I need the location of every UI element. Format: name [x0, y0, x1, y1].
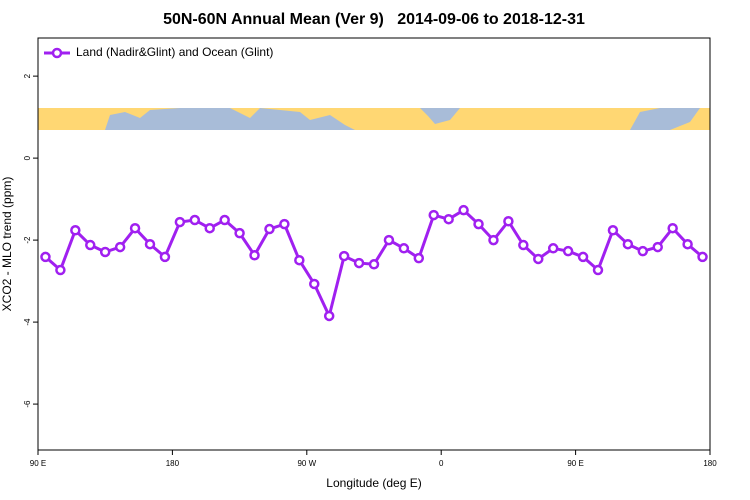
data-point [234, 227, 245, 239]
data-point [309, 278, 320, 290]
data-point [55, 264, 66, 276]
data-point [547, 243, 559, 254]
data-point [607, 225, 619, 236]
data-point [40, 251, 51, 263]
data-point [353, 257, 365, 269]
data-point [204, 222, 215, 234]
data-point [533, 253, 544, 265]
legend-label: Land (Nadir&Glint) and Ocean (Glint) [76, 45, 273, 59]
data-point [323, 310, 335, 322]
x-tick-label: 90 E [567, 459, 583, 468]
data-point [473, 218, 484, 230]
data-point [114, 241, 126, 253]
chart-title: 50N-60N Annual Mean (Ver 9) 2014-09-06 t… [163, 11, 585, 28]
data-point [70, 225, 81, 236]
data-point [219, 214, 230, 226]
data-point [338, 250, 350, 262]
data-point [443, 213, 454, 225]
data-point [413, 252, 425, 264]
data-point [159, 251, 171, 263]
data-point [294, 254, 305, 266]
data-point [577, 251, 589, 263]
y-tick-label: -6 [23, 400, 32, 408]
data-point [99, 246, 111, 258]
x-tick-label: 0 [439, 459, 444, 468]
data-point [667, 222, 678, 234]
data-point [562, 245, 574, 257]
data-point [144, 238, 156, 250]
data-point [368, 259, 380, 270]
y-tick-label: -2 [23, 236, 32, 244]
x-axis-label: Longitude (deg E) [326, 476, 421, 490]
data-point [174, 216, 186, 228]
data-point [652, 241, 663, 253]
x-tick-label: 90 W [297, 459, 316, 468]
x-tick-label: 180 [703, 459, 717, 468]
data-point [85, 239, 96, 251]
x-tick-label: 180 [166, 459, 180, 468]
legend-marker [51, 47, 63, 59]
data-point [592, 264, 604, 276]
y-tick-label: -4 [23, 318, 32, 326]
data-point [249, 250, 260, 261]
data-point [622, 238, 634, 250]
data-point [503, 215, 514, 227]
data-point [398, 243, 410, 254]
data-point [129, 222, 141, 234]
data-point [458, 204, 469, 216]
map-strip [38, 108, 710, 130]
data-point [279, 218, 290, 230]
data-point [518, 239, 529, 251]
plot-frame [37, 37, 711, 451]
data-point [428, 209, 439, 221]
data-point [383, 234, 395, 246]
data-point [264, 223, 275, 235]
data-point [189, 214, 201, 226]
x-tick-label: 90 E [30, 459, 46, 468]
data-point [682, 238, 693, 250]
data-point [488, 234, 499, 246]
y-tick-label: 0 [23, 155, 32, 160]
data-point [697, 251, 708, 263]
data-point [637, 245, 649, 257]
y-axis-label: XCO2 - MLO trend (ppm) [0, 177, 14, 312]
y-tick-label: 2 [23, 73, 32, 78]
